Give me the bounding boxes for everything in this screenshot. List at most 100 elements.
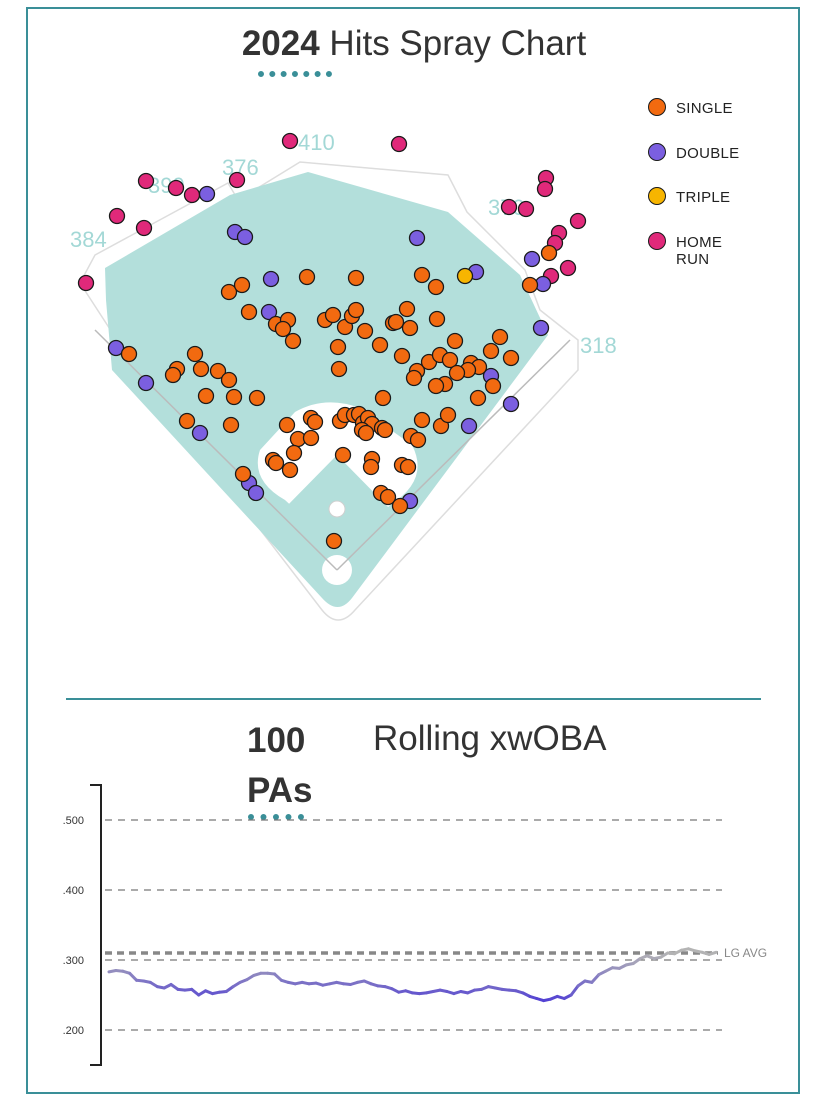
- rolling-title-underline: [248, 814, 304, 820]
- single-hit-marker: [540, 244, 558, 262]
- single-hit-marker: [278, 416, 296, 434]
- single-hit-marker: [329, 338, 347, 356]
- single-hit-marker: [439, 406, 457, 424]
- single-hit-marker: [405, 369, 423, 387]
- single-hit-marker: [197, 387, 215, 405]
- double-hit-marker: [262, 270, 280, 288]
- home-run-hit-marker: [135, 219, 153, 237]
- double-hit-marker: [191, 424, 209, 442]
- double-hit-marker: [523, 250, 541, 268]
- home-run-hit-marker: [569, 212, 587, 230]
- home-run-hit-marker: [77, 274, 95, 292]
- triple-hit-marker: [456, 267, 474, 285]
- rolling-title-window: 100 PAs: [247, 721, 313, 810]
- single-hit-marker: [302, 429, 320, 447]
- section-divider: [66, 698, 761, 700]
- single-hit-marker: [521, 276, 539, 294]
- single-hit-marker: [441, 351, 459, 369]
- single-hit-marker: [186, 345, 204, 363]
- single-hit-marker: [446, 332, 464, 350]
- single-hit-marker: [484, 377, 502, 395]
- single-hit-marker: [334, 446, 352, 464]
- spray-title-text: Hits Spray Chart: [329, 24, 587, 63]
- hit-markers: [77, 132, 587, 550]
- legend-swatch-single: [648, 98, 666, 116]
- spray-title-year: 2024: [241, 24, 320, 63]
- spray-chart: 384 399 376 410 370 318: [70, 130, 617, 621]
- single-hit-marker: [225, 388, 243, 406]
- single-hit-marker: [413, 411, 431, 429]
- double-hit-marker: [460, 417, 478, 435]
- single-hit-marker: [240, 303, 258, 321]
- single-hit-marker: [267, 454, 285, 472]
- single-hit-marker: [233, 276, 251, 294]
- double-hit-marker: [247, 484, 265, 502]
- single-hit-marker: [427, 377, 445, 395]
- single-hit-marker: [164, 366, 182, 384]
- single-hit-marker: [325, 532, 343, 550]
- single-hit-marker: [482, 342, 500, 360]
- home-run-hit-marker: [228, 171, 246, 189]
- single-hit-marker: [220, 371, 238, 389]
- title-underline: [258, 71, 332, 77]
- single-hit-marker: [274, 320, 292, 338]
- distance-label-rf: 318: [580, 333, 617, 358]
- legend-label-double: DOUBLE: [676, 144, 740, 162]
- home-run-hit-marker: [108, 207, 126, 225]
- single-hit-marker: [347, 269, 365, 287]
- single-hit-marker: [371, 336, 389, 354]
- legend-swatch-home-run: [648, 231, 666, 250]
- single-hit-marker: [502, 349, 520, 367]
- single-hit-marker: [306, 413, 324, 431]
- double-hit-marker: [236, 228, 254, 246]
- single-hit-marker: [324, 306, 342, 324]
- single-hit-marker: [391, 497, 409, 515]
- single-hit-marker: [387, 313, 405, 331]
- double-hit-marker: [260, 303, 278, 321]
- single-hit-marker: [356, 322, 374, 340]
- single-hit-marker: [448, 364, 466, 382]
- single-hit-marker: [409, 431, 427, 449]
- single-hit-marker: [362, 458, 380, 476]
- single-hit-marker: [399, 458, 417, 476]
- single-hit-marker: [330, 360, 348, 378]
- single-hit-marker: [401, 319, 419, 337]
- double-hit-marker: [532, 319, 550, 337]
- right-foul-line: [336, 339, 571, 571]
- distance-label-lf: 384: [70, 227, 107, 252]
- left-foul-line: [94, 329, 338, 571]
- legend-label-triple: TRIPLE: [676, 189, 731, 206]
- single-hit-marker: [220, 283, 238, 301]
- double-hit-marker: [408, 229, 426, 247]
- single-hit-marker: [413, 266, 431, 284]
- single-hit-marker: [469, 389, 487, 407]
- single-hit-marker: [178, 412, 196, 430]
- single-hit-marker: [427, 278, 445, 296]
- double-hit-marker: [198, 185, 216, 203]
- home-run-hit-marker: [183, 186, 201, 204]
- spray-chart-title: 2024 Hits Spray Chart: [0, 24, 828, 64]
- single-hit-marker: [192, 360, 210, 378]
- single-hit-marker: [491, 328, 509, 346]
- single-hit-marker: [374, 389, 392, 407]
- legend-label-single: SINGLE: [676, 100, 733, 117]
- single-hit-marker: [284, 332, 302, 350]
- home-run-hit-marker: [536, 180, 554, 198]
- single-hit-marker: [281, 461, 299, 479]
- single-hit-marker: [357, 424, 375, 442]
- home-run-hit-marker: [390, 135, 408, 153]
- home-run-hit-marker: [517, 200, 535, 218]
- single-hit-marker: [393, 347, 411, 365]
- home-run-hit-marker: [281, 132, 299, 150]
- single-hit-marker: [248, 389, 266, 407]
- single-hit-marker: [285, 444, 303, 462]
- distance-label-cf: 410: [298, 130, 335, 155]
- double-hit-marker: [502, 395, 520, 413]
- single-hit-marker: [298, 268, 316, 286]
- single-hit-marker: [120, 345, 138, 363]
- single-hit-marker: [376, 421, 394, 439]
- single-hit-marker: [428, 310, 446, 328]
- legend-swatch-triple: [648, 187, 666, 205]
- single-hit-marker: [209, 362, 227, 380]
- single-hit-marker: [398, 300, 416, 318]
